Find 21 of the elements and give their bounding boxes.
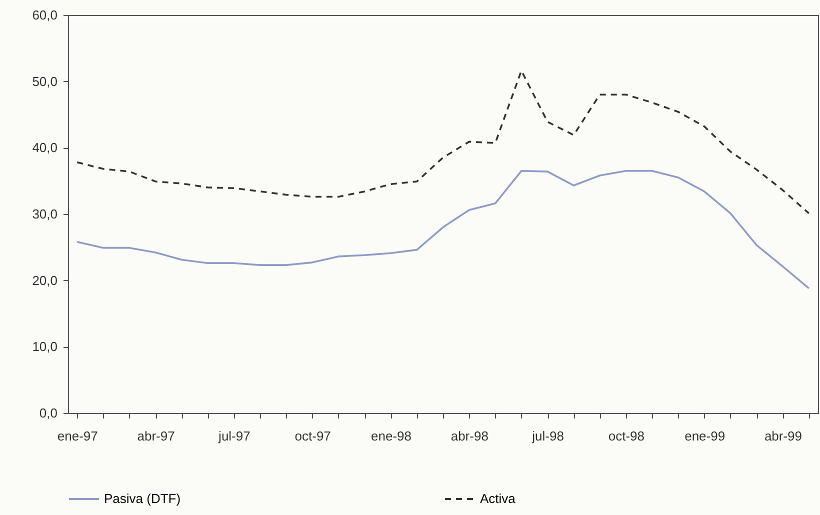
y-tick-label: 50,0 (32, 74, 58, 89)
line-series (76, 70, 810, 214)
x-tick-label: ene-98 (370, 428, 412, 444)
x-tick-label: ene-99 (684, 428, 726, 444)
x-tick-label: jul-98 (531, 428, 564, 444)
x-tick-label: abr-98 (450, 428, 488, 444)
y-tick-label: 60,0 (32, 8, 58, 22)
y-tick-label: 20,0 (32, 272, 58, 288)
legend-label: Activa (480, 491, 516, 506)
x-tick-label: oct-98 (608, 428, 644, 444)
line-series (76, 170, 810, 290)
y-tick-label: 40,0 (32, 140, 58, 156)
x-tick-label: jul-97 (218, 428, 250, 444)
y-tick-label: 30,0 (32, 206, 58, 222)
x-tick-label: ene-97 (57, 428, 98, 444)
legend-label: Pasiva (DTF) (104, 491, 181, 506)
x-tick-label: oct-97 (294, 428, 331, 444)
x-tick-label: abr-99 (764, 428, 802, 444)
y-tick-label: 10,0 (32, 339, 58, 354)
y-tick-label: 0,0 (39, 406, 58, 420)
x-tick-label: abr-97 (137, 428, 175, 444)
